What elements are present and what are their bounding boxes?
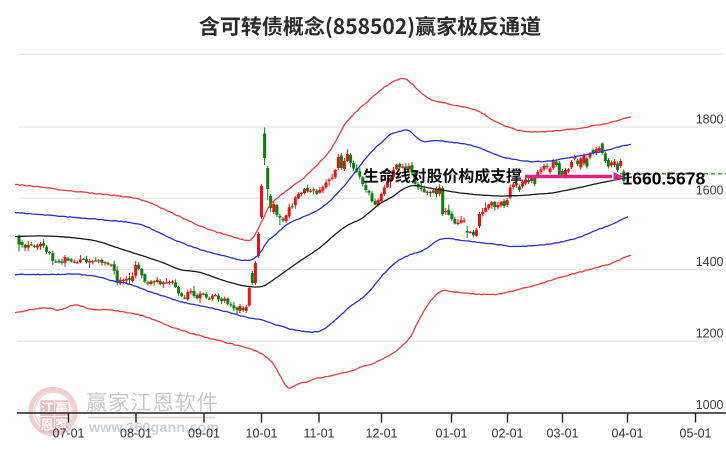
- svg-text:1200: 1200: [696, 327, 724, 341]
- svg-text:12-01: 12-01: [366, 427, 398, 441]
- svg-text:07-01: 07-01: [53, 427, 85, 441]
- svg-text:1600: 1600: [696, 184, 724, 198]
- svg-text:11-01: 11-01: [303, 427, 334, 441]
- svg-text:08-01: 08-01: [120, 427, 152, 441]
- svg-text:05-01: 05-01: [680, 427, 712, 441]
- svg-text:01-01: 01-01: [436, 427, 468, 441]
- svg-text:02-01: 02-01: [492, 427, 524, 441]
- svg-text:1400: 1400: [696, 255, 724, 269]
- svg-text:09-01: 09-01: [188, 427, 220, 441]
- svg-text:www.360gann.com: www.360gann.com: [88, 420, 219, 436]
- svg-text:03-01: 03-01: [547, 427, 579, 441]
- svg-text:04-01: 04-01: [612, 427, 644, 441]
- svg-text:1660.5678: 1660.5678: [623, 168, 706, 188]
- svg-text:1800: 1800: [696, 112, 724, 126]
- svg-text:1000: 1000: [696, 398, 724, 412]
- svg-text:10-01: 10-01: [246, 427, 278, 441]
